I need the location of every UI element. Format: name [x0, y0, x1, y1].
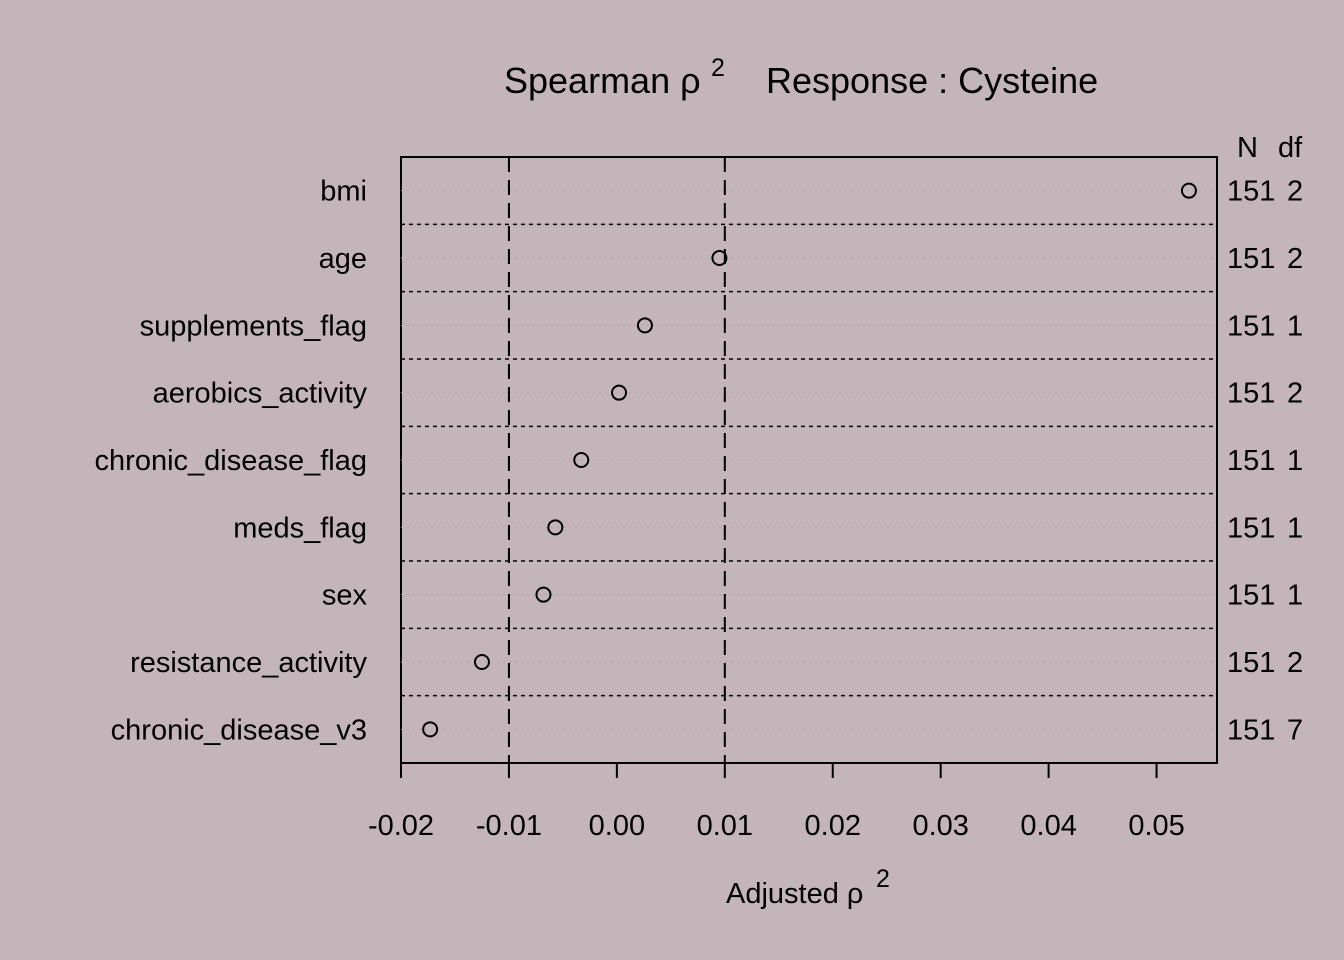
row-n-value: 151: [1227, 647, 1275, 679]
data-point: [535, 586, 552, 603]
row-n-value: 151: [1227, 512, 1275, 544]
data-point: [1180, 182, 1197, 199]
row-df-value: 2: [1287, 176, 1303, 208]
row-n-value: 151: [1227, 243, 1275, 275]
chart-title-prefix: Spearman ρ: [504, 60, 701, 101]
data-point: [711, 250, 728, 266]
reference-lines: [507, 157, 726, 763]
x-tick-label: 0.05: [1128, 810, 1184, 842]
category-label: resistance_activity: [130, 647, 367, 679]
row-n-value: 151: [1227, 176, 1275, 208]
chart-title-superscript: 2: [711, 54, 725, 82]
x-tick-label: 0.04: [1020, 810, 1076, 842]
column-header-df: df: [1278, 132, 1303, 164]
row-df-value: 1: [1287, 512, 1303, 544]
x-tick-label: -0.02: [368, 810, 434, 842]
row-df-value: 1: [1287, 310, 1303, 342]
category-label: aerobics_activity: [153, 378, 368, 410]
row-n-value: 151: [1227, 445, 1275, 477]
x-tick-label: 0.03: [912, 810, 968, 842]
chart-title-response: Response : Cysteine: [766, 60, 1098, 101]
data-point: [422, 721, 439, 738]
category-label: supplements_flag: [140, 310, 367, 342]
data-point: [473, 654, 490, 670]
row-df-value: 2: [1287, 378, 1303, 410]
row-n-value: 151: [1227, 310, 1275, 342]
x-tick-label: 0.01: [697, 810, 753, 842]
category-label: meds_flag: [233, 512, 367, 544]
column-header-n: N: [1237, 132, 1258, 164]
row-df-value: 7: [1287, 714, 1303, 746]
row-df-value: 1: [1287, 445, 1303, 477]
x-axis-label-superscript: 2: [876, 865, 890, 893]
data-point: [611, 384, 628, 401]
data-point: [636, 317, 653, 334]
row-n-value: 151: [1227, 378, 1275, 410]
row-df-value: 1: [1287, 580, 1303, 612]
x-tick-label: -0.01: [476, 810, 542, 842]
category-label: chronic_disease_v3: [111, 714, 367, 746]
row-df-value: 2: [1287, 243, 1303, 275]
data-point: [573, 452, 590, 468]
rows: bmi 151 2 age 151 2 supplements_flag 151 1 aerobi…: [95, 176, 1304, 747]
category-label: age: [319, 243, 367, 275]
category-label: bmi: [320, 176, 367, 208]
x-axis: -0.02 -0.01 0.00 0.01 0.02 0.03 0.04 0.05: [368, 762, 1185, 842]
x-tick-label: 0.02: [805, 810, 861, 842]
category-label: chronic_disease_flag: [95, 445, 367, 477]
row-grid: [401, 190, 1217, 730]
data-point: [547, 519, 564, 536]
row-n-value: 151: [1227, 580, 1275, 612]
x-axis-label: Adjusted ρ: [726, 878, 863, 910]
row-df-value: 2: [1287, 647, 1303, 679]
x-tick-label: 0.00: [589, 810, 645, 842]
row-n-value: 151: [1227, 714, 1275, 746]
category-label: sex: [322, 580, 368, 612]
